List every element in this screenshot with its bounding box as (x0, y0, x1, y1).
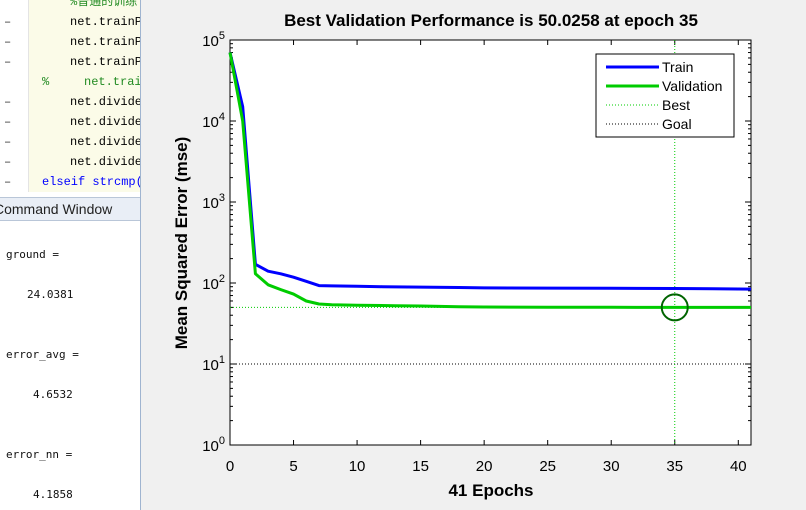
editor-code-line: net.trai (84, 75, 142, 89)
y-tick-label: 102 (202, 273, 225, 293)
performance-chart: Best Validation Performance is 50.0258 a… (172, 11, 752, 500)
editor-line-marker: – (4, 135, 12, 149)
x-tick-label: 10 (349, 458, 366, 475)
editor-line-marker: – (4, 35, 12, 49)
editor-code-line: elseif strcmp( (42, 175, 143, 189)
x-tick-label: 25 (539, 458, 556, 475)
editor-line-marker: – (4, 155, 12, 169)
x-tick-label: 35 (666, 458, 683, 475)
y-tick-label: 101 (202, 354, 225, 374)
editor-line-marker: % (42, 75, 50, 89)
best-point-marker (660, 293, 689, 322)
x-tick-label: 40 (730, 458, 747, 475)
editor-line-marker: – (4, 55, 12, 69)
x-tick-label: 15 (412, 458, 429, 475)
cmd-output-line: error_nn = (6, 448, 73, 461)
x-axis-label: 41 Epochs (448, 481, 533, 500)
legend-label: Goal (662, 116, 692, 132)
editor-code-area (29, 0, 143, 192)
x-tick-label: 30 (603, 458, 620, 475)
editor-code-line: net.trainP (70, 15, 143, 29)
y-tick-label: 103 (202, 192, 225, 212)
cmd-output-line: 4.6532 (33, 388, 73, 401)
y-tick-label: 100 (202, 435, 225, 455)
editor-line-marker: – (4, 175, 12, 189)
y-axis-label: Mean Squared Error (mse) (172, 137, 191, 350)
chart-title: Best Validation Performance is 50.0258 a… (284, 11, 698, 30)
legend-label: Train (662, 59, 693, 75)
editor-code-line: net.divide (70, 95, 143, 109)
editor-line-marker: – (4, 15, 12, 29)
cmd-output-line: 4.1858 (33, 488, 73, 501)
editor-code-line: net.divide (70, 135, 143, 149)
y-tick-label: 104 (202, 111, 225, 131)
editor-code-line: net.divide (70, 115, 143, 129)
legend-label: Validation (662, 78, 722, 94)
editor-code-line: %普通的训练 (70, 0, 138, 9)
editor-code-line: net.divide (70, 155, 143, 169)
editor-code-line: net.trainP (70, 55, 143, 69)
x-tick-label: 5 (289, 458, 297, 475)
command-window-header[interactable]: Command Window (0, 197, 140, 221)
editor-line-marker: – (4, 115, 12, 129)
code-editor[interactable]: %普通的训练 – net.trainP – net.trainP – net.trainP%… (0, 0, 143, 192)
y-tick-label: 105 (202, 30, 225, 50)
editor-code-line: net.trainP (70, 35, 143, 49)
legend-label: Best (662, 97, 690, 113)
x-tick-label: 20 (476, 458, 493, 475)
x-tick-label: 0 (226, 458, 234, 475)
series-line-validation (228, 52, 751, 309)
editor-line-marker: – (4, 95, 12, 109)
figure-window: Best Validation Performance is 50.0258 a… (140, 0, 806, 510)
cmd-output-line: error_avg = (6, 348, 79, 361)
cmd-output-line: ground = (6, 248, 59, 261)
series-line-train (228, 52, 752, 291)
command-window-title: Command Window (0, 201, 113, 217)
editor-gutter (0, 0, 29, 192)
cmd-output-line: 24.0381 (27, 288, 74, 301)
command-window[interactable]: ground = 24.0381 error_avg = 4.6532 erro… (0, 221, 140, 510)
